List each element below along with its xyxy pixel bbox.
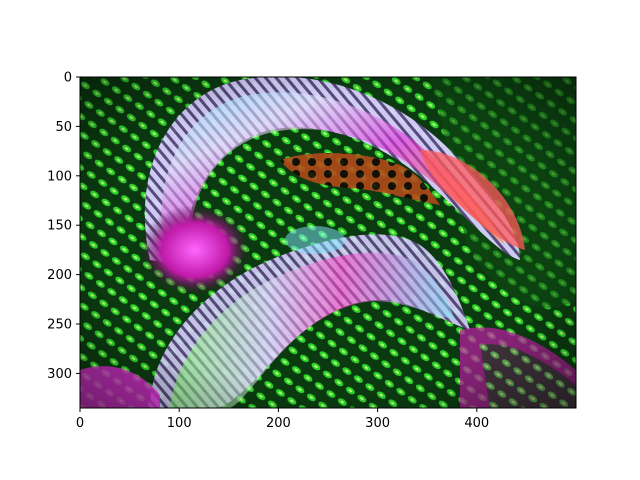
x-tick-label: 200 (266, 416, 291, 431)
axes-frame (79, 76, 577, 409)
y-tick-label: 100 (47, 169, 72, 184)
y-axis: 0 50 100 150 200 250 300 (47, 71, 80, 382)
y-tick-label: 0 (64, 71, 72, 86)
y-tick-label: 250 (47, 318, 72, 333)
dream-image (80, 77, 576, 408)
y-tick-label: 200 (47, 268, 72, 283)
x-tick-label: 300 (365, 416, 390, 431)
y-tick-label: 150 (47, 219, 72, 234)
x-tick-label: 0 (76, 416, 84, 431)
x-axis: 0 100 200 300 400 (76, 408, 489, 431)
x-tick-label: 100 (167, 416, 192, 431)
y-tick-label: 50 (55, 120, 72, 135)
y-tick-label: 300 (47, 367, 72, 382)
x-tick-label: 400 (464, 416, 489, 431)
